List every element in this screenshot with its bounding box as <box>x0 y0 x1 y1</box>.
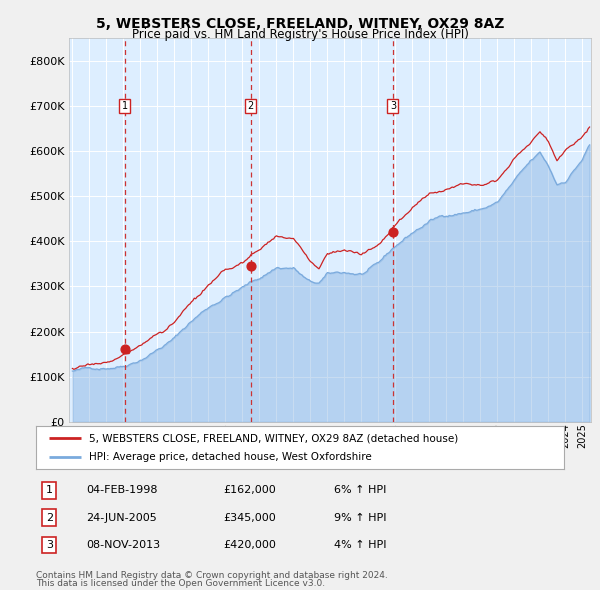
Text: 9% ↑ HPI: 9% ↑ HPI <box>334 513 387 523</box>
Text: Contains HM Land Registry data © Crown copyright and database right 2024.: Contains HM Land Registry data © Crown c… <box>36 571 388 579</box>
Text: 6% ↑ HPI: 6% ↑ HPI <box>334 486 386 495</box>
Text: £420,000: £420,000 <box>223 540 277 550</box>
Text: 04-FEB-1998: 04-FEB-1998 <box>86 486 158 495</box>
Text: 3: 3 <box>46 540 53 550</box>
Text: £345,000: £345,000 <box>223 513 276 523</box>
Text: 24-JUN-2005: 24-JUN-2005 <box>86 513 157 523</box>
Text: This data is licensed under the Open Government Licence v3.0.: This data is licensed under the Open Gov… <box>36 579 325 588</box>
Text: 1: 1 <box>46 486 53 495</box>
Text: Price paid vs. HM Land Registry's House Price Index (HPI): Price paid vs. HM Land Registry's House … <box>131 28 469 41</box>
Point <box>246 261 256 271</box>
Text: 5, WEBSTERS CLOSE, FREELAND, WITNEY, OX29 8AZ (detached house): 5, WEBSTERS CLOSE, FREELAND, WITNEY, OX2… <box>89 433 458 443</box>
Point <box>388 228 398 237</box>
Text: 2: 2 <box>247 101 254 111</box>
Text: 4% ↑ HPI: 4% ↑ HPI <box>334 540 387 550</box>
Text: 08-NOV-2013: 08-NOV-2013 <box>86 540 160 550</box>
Text: £162,000: £162,000 <box>223 486 276 495</box>
Text: HPI: Average price, detached house, West Oxfordshire: HPI: Average price, detached house, West… <box>89 452 371 462</box>
Text: 2: 2 <box>46 513 53 523</box>
Text: 5, WEBSTERS CLOSE, FREELAND, WITNEY, OX29 8AZ: 5, WEBSTERS CLOSE, FREELAND, WITNEY, OX2… <box>96 17 504 31</box>
Point <box>120 344 130 353</box>
Text: 3: 3 <box>390 101 396 111</box>
Text: 1: 1 <box>122 101 128 111</box>
